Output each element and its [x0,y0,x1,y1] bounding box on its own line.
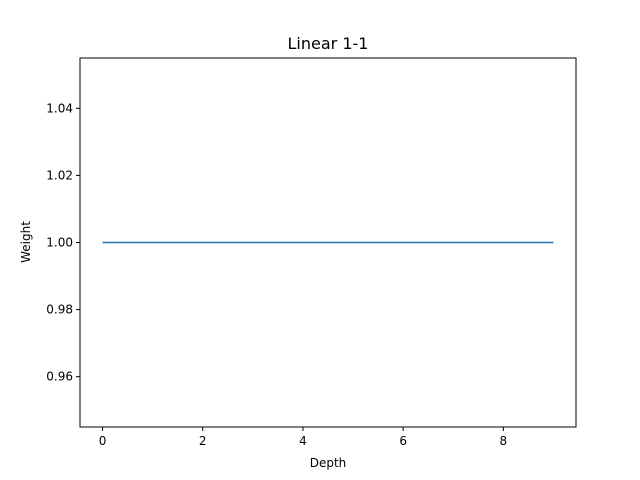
x-tick-label: 6 [399,434,407,448]
chart-title: Linear 1-1 [288,34,369,53]
y-tick-label: 0.96 [46,370,73,384]
y-tick-label: 1.02 [46,168,73,182]
x-tick-label: 4 [299,434,307,448]
y-axis: 0.96 0.98 1.00 1.02 1.04 [46,101,80,384]
y-axis-title: Weight [19,221,33,263]
y-tick-label: 1.04 [46,101,73,115]
x-axis-title: Depth [310,456,347,470]
y-tick-label: 0.98 [46,303,73,317]
x-axis: 0 2 4 6 8 [99,427,507,448]
x-tick-label: 0 [99,434,107,448]
x-tick-label: 8 [500,434,508,448]
x-tick-label: 2 [199,434,207,448]
y-tick-label: 1.00 [46,236,73,250]
